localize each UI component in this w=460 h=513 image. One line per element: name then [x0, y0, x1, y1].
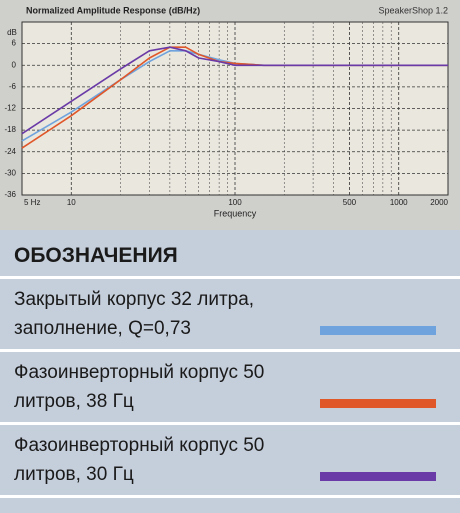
x-tick-label: 500 [343, 198, 357, 207]
legend-row: Фазоинверторный корпус 50 литров, 38 Гц [0, 352, 460, 425]
y-tick-label: 6 [12, 39, 17, 48]
chart-title: Normalized Amplitude Response (dB/Hz) [26, 5, 200, 15]
legend-label: Фазоинверторный корпус 50 литров, 30 Гц [14, 435, 265, 485]
chart: Normalized Amplitude Response (dB/Hz) Sp… [0, 0, 460, 230]
y-tick-label: 0 [12, 60, 17, 69]
legend-swatch [320, 472, 436, 481]
y-tick-label: -6 [9, 82, 17, 91]
legend-title: ОБОЗНАЧЕНИЯ [0, 230, 460, 279]
x-tick-label: 100 [228, 198, 242, 207]
legend-row: Закрытый корпус 32 литра, заполнение, Q=… [0, 279, 460, 352]
x-axis-label: Frequency [214, 208, 257, 218]
x-tick-label: 10 [67, 198, 76, 207]
x-tick-label: 5 Hz [24, 198, 40, 207]
y-axis-label: dB [7, 28, 17, 37]
x-tick-label: 2000 [430, 198, 448, 207]
series-line [21, 46, 448, 135]
legend-label: Фазоинверторный корпус 50 литров, 38 Гц [14, 362, 265, 412]
software-label: SpeakerShop 1.2 [378, 5, 448, 15]
legend: ОБОЗНАЧЕНИЯ Закрытый корпус 32 литра, за… [0, 230, 460, 513]
y-tick-label: -24 [4, 147, 16, 156]
y-tick-label: -30 [4, 168, 16, 177]
y-tick-label: -18 [4, 125, 16, 134]
legend-label: Закрытый корпус 32 литра, заполнение, Q=… [14, 289, 255, 339]
x-tick-label: 1000 [390, 198, 408, 207]
y-tick-label: -36 [4, 190, 16, 199]
y-tick-label: -12 [4, 104, 16, 113]
legend-row: Фазоинверторный корпус 50 литров, 30 Гц [0, 425, 460, 498]
legend-swatch [320, 399, 436, 408]
legend-swatch [320, 326, 436, 335]
